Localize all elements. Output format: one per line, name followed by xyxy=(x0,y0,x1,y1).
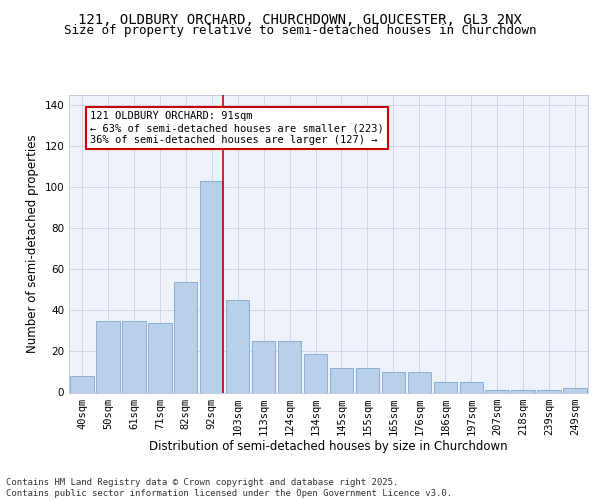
Bar xyxy=(485,390,509,392)
Bar xyxy=(70,376,94,392)
Bar xyxy=(278,341,301,392)
Bar xyxy=(434,382,457,392)
Bar xyxy=(96,320,119,392)
Text: 121, OLDBURY ORCHARD, CHURCHDOWN, GLOUCESTER, GL3 2NX: 121, OLDBURY ORCHARD, CHURCHDOWN, GLOUCE… xyxy=(78,12,522,26)
Bar xyxy=(200,181,223,392)
Bar xyxy=(304,354,327,393)
Bar xyxy=(226,300,250,392)
Bar xyxy=(511,390,535,392)
Y-axis label: Number of semi-detached properties: Number of semi-detached properties xyxy=(26,134,39,353)
Text: Size of property relative to semi-detached houses in Churchdown: Size of property relative to semi-detach… xyxy=(64,24,536,37)
Bar xyxy=(382,372,405,392)
X-axis label: Distribution of semi-detached houses by size in Churchdown: Distribution of semi-detached houses by … xyxy=(149,440,508,454)
Bar xyxy=(122,320,146,392)
Bar xyxy=(174,282,197,393)
Text: Contains HM Land Registry data © Crown copyright and database right 2025.
Contai: Contains HM Land Registry data © Crown c… xyxy=(6,478,452,498)
Bar xyxy=(252,341,275,392)
Bar xyxy=(460,382,483,392)
Text: 121 OLDBURY ORCHARD: 91sqm
← 63% of semi-detached houses are smaller (223)
36% o: 121 OLDBURY ORCHARD: 91sqm ← 63% of semi… xyxy=(90,112,383,144)
Bar xyxy=(148,322,172,392)
Bar xyxy=(356,368,379,392)
Bar xyxy=(563,388,587,392)
Bar xyxy=(330,368,353,392)
Bar xyxy=(407,372,431,392)
Bar xyxy=(538,390,561,392)
